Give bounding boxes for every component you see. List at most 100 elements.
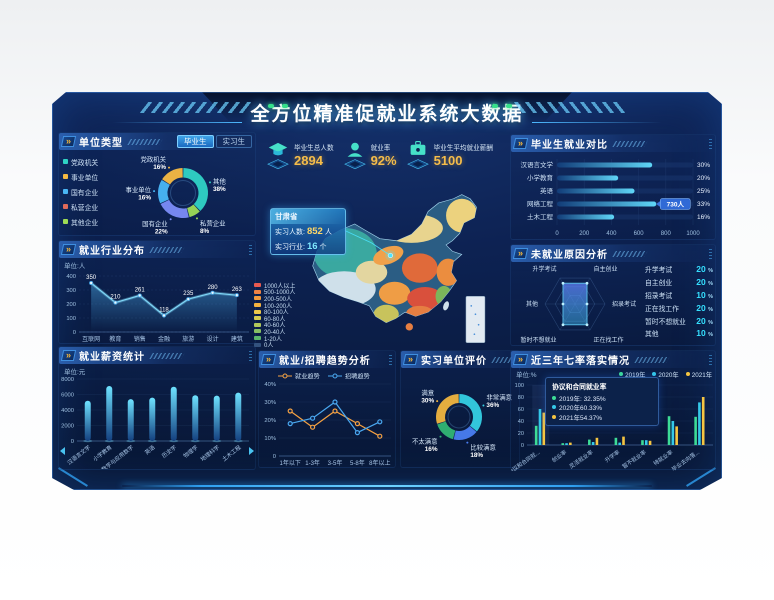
map-region-guangdong[interactable] [406,305,434,321]
map-region-sichuan[interactable] [378,281,411,305]
tooltip-label: 实习人数: [275,229,305,236]
legend-item: 2021年 [685,370,712,379]
deco-dots [249,350,252,361]
panel-seven-rates: 近三年七率落实情况 单位:% 2019年 2020年 2021年 0 20 40 60 80… [510,350,717,471]
svg-text:销售: 销售 [134,335,146,343]
svg-text:20%: 20% [264,418,276,424]
legend-swatch [63,189,68,194]
svg-text:毕业去向落...: 毕业去向落... [670,448,701,471]
gansu-marker[interactable] [387,252,393,259]
trend-line-chart: 就业趋势 招聘趋势 0 10% 20% 30% 40% 1年以下 1-3年 3-5年 5-8年 8年以… [264,373,391,467]
panel-arrow-icon [60,350,77,361]
deco-line [532,122,662,123]
map-legend-swatch [254,342,261,347]
svg-text:招聘趋势: 招聘趋势 [345,373,370,381]
map-region-southeast[interactable] [435,285,453,307]
svg-text:物理学: 物理学 [182,443,200,460]
svg-text:8%: 8% [200,228,210,235]
tooltip-row: 2021年54.37% [552,412,652,422]
map-region-central[interactable] [401,253,438,283]
svg-text:私营企业: 私营企业 [200,218,226,227]
svg-text:灵活就业率: 灵活就业率 [567,448,595,471]
svg-text:800: 800 [661,231,672,237]
map-legend-item: 500-1000人 [254,289,295,296]
unemployed-reason-row: 其他 10 % [645,327,713,340]
svg-text:8000: 8000 [61,377,74,383]
map-legend-label: 60-80人 [264,316,286,323]
stat-employment-rate: 就业率 92% [343,138,397,170]
tab-graduates[interactable]: 毕业生 [177,134,214,149]
map-region-south-central[interactable] [407,286,443,311]
map-legend-label: 200-500人 [264,296,293,303]
stat-value: 5100 [433,152,463,168]
deco-dots [249,244,252,255]
map-legend-swatch [254,309,261,314]
svg-text:互联网: 互联网 [82,335,100,343]
map-region-taiwan[interactable] [442,301,450,312]
svg-text:土木工程: 土木工程 [527,212,554,221]
map-region-northeast[interactable] [446,198,478,233]
map-legend-swatch [254,303,261,308]
tooltip-province: 甘肃省 [271,209,345,224]
compare-hbar-chart[interactable]: 0 200 400 600 800 1000 汉语言文学 30% 小学教育 20% 英语 25% 网络工… [511,153,717,239]
svg-text:6000: 6000 [61,393,74,399]
svg-text:16%: 16% [138,195,151,202]
salary-prev-arrow[interactable] [60,447,65,455]
svg-text:汉语言文学: 汉语言文学 [521,160,554,169]
employment-rate-icon [343,142,366,170]
svg-text:210: 210 [110,295,121,301]
svg-text:非常满意: 非常满意 [486,393,512,402]
map-region-hainan[interactable] [405,323,413,331]
seven-rates-legend: 2019年 2020年 2021年 [619,370,712,379]
map-legend-swatch [254,316,261,321]
deco-bottom-line [122,485,652,487]
deco-dots [127,138,163,145]
china-map[interactable] [298,188,508,346]
tooltip-row: 实习行业: 16 个 [271,239,345,254]
panel-industry-distribution: 就业行业分布 单位:人 0 100 200 300 400 350 互联网 210 教育 261 销… [58,240,256,344]
svg-text:0: 0 [555,231,559,237]
map-region-inner-mongolia[interactable] [379,213,443,243]
unemployed-reason-row: 升学考试 20 % [645,263,713,276]
china-map-svg[interactable] [298,188,508,346]
svg-text:80: 80 [518,395,524,401]
reason-value: 10 % [696,289,713,300]
map-legend-label: 0人 [264,343,274,350]
legend-label: 2021年 [691,371,712,379]
svg-text:235: 235 [183,291,194,297]
map-legend-swatch [254,289,261,294]
unemployed-reason-row: 招录考试 10 % [645,289,713,302]
svg-text:33%: 33% [697,201,710,208]
map-legend: 1000人以上 500-1000人 200-500人 100-200人 80-100人 6… [254,282,295,350]
panel-arrow-icon [402,354,419,365]
panel-header: 单位类型 毕业生 实习生 [59,133,255,150]
reason-label: 自主创业 [645,280,673,288]
panel-title: 近三年七率落实情况 [531,356,630,367]
seven-rates-bar-chart[interactable]: 0 20 40 60 80 100 协议和合同就... 创业率 灵活就业率 升学率 暂不就业率 待就业… [511,379,717,471]
kpi-stats-row: 毕业生总人数 2894 就业率 92% 毕业生平均就业薪酬 5100 [266,138,522,170]
seven-rates-tooltip: 协议和合同就业率 2019年: 32.35% 2020年60.33% 2021年54.… [545,377,659,426]
salary-next-arrow[interactable] [249,447,254,455]
map-region-east[interactable] [436,258,460,286]
svg-text:英语: 英语 [540,186,554,195]
map-region-qinghai[interactable] [355,260,388,284]
legend-label: 2019年 [625,371,646,379]
svg-text:比较满意: 比较满意 [470,443,496,452]
tooltip-text: 2021年54.37% [559,414,603,422]
map-region-yunnan[interactable] [373,304,399,324]
panel-arrow-icon [60,136,77,147]
panel-title: 单位类型 [79,138,123,149]
map-legend-item: 20-40人 [254,328,295,336]
industry-line-chart: 0 100 200 300 400 350 互联网 210 教育 261 销售 118 金融 235 旅游 2… [66,274,249,343]
tab-interns[interactable]: 实习生 [215,134,252,149]
tooltip-text: 2019年: 32.35% [559,395,606,403]
svg-text:建筑: 建筑 [231,335,243,343]
svg-text:暂不就业率: 暂不就业率 [621,448,649,471]
legend-label: 其他企业 [71,219,99,227]
deco-dots [389,354,392,365]
tooltip-suffix: 人 [324,229,332,236]
stat-value: 2894 [294,152,323,168]
legend-item: 其他企业 [63,214,98,229]
